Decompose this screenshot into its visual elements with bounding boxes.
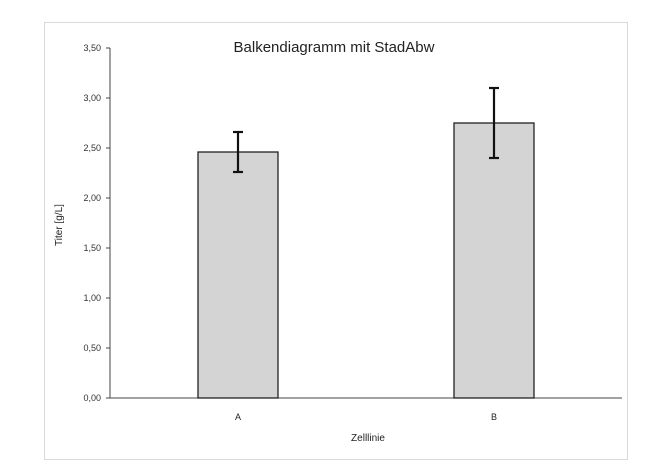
y-tick-label: 3,00: [83, 93, 101, 103]
bar-A: [197, 151, 279, 399]
y-tick-label: 0,00: [83, 393, 101, 403]
y-tick-label: 2,50: [83, 143, 101, 153]
chart-title: Balkendiagramm mit StadAbw: [234, 39, 435, 56]
y-tick-label: 2,00: [83, 193, 101, 203]
y-tick-label: 1,50: [83, 243, 101, 253]
x-axis-label: Zelllinie: [351, 433, 385, 444]
x-tick-label: B: [491, 412, 497, 422]
y-tick-label: 1,00: [83, 293, 101, 303]
y-tick-label: 0,50: [83, 343, 101, 353]
y-tick-label: 3,50: [83, 43, 101, 53]
bar-B: [453, 122, 535, 399]
y-axis-label: Titer [g/L]: [54, 204, 65, 246]
x-tick-label: A: [235, 412, 241, 422]
